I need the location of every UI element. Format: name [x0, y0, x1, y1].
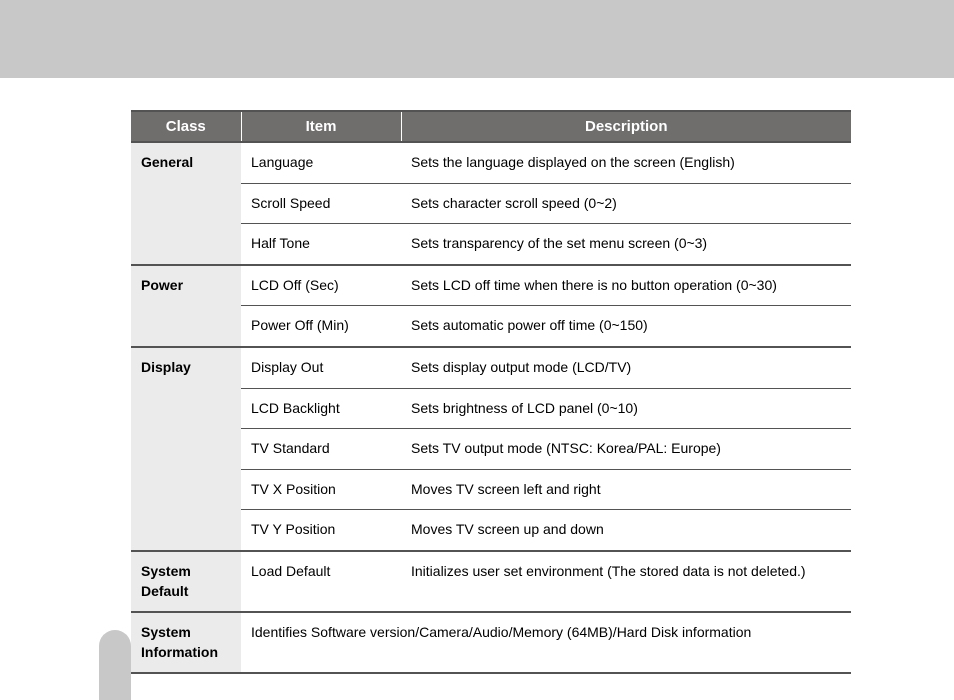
class-general: General [131, 142, 241, 265]
table-row: Display Display Out Sets display output … [131, 347, 851, 388]
item-cell: Load Default [241, 551, 401, 612]
desc-cell: Sets TV output mode (NTSC: Korea/PAL: Eu… [401, 429, 851, 470]
desc-cell: Moves TV screen left and right [401, 469, 851, 510]
settings-table-container: Class Item Description General Language … [131, 110, 851, 674]
item-cell: LCD Off (Sec) [241, 265, 401, 306]
desc-cell: Identifies Software version/Camera/Audio… [241, 612, 851, 673]
class-system-default: System Default [131, 551, 241, 612]
class-display: Display [131, 347, 241, 551]
side-tab [99, 630, 131, 700]
header-item: Item [241, 111, 401, 142]
item-cell: TV Y Position [241, 510, 401, 551]
header-class: Class [131, 111, 241, 142]
top-bar [0, 0, 954, 78]
desc-cell: Moves TV screen up and down [401, 510, 851, 551]
item-cell: TV Standard [241, 429, 401, 470]
desc-cell: Sets transparency of the set menu screen… [401, 224, 851, 265]
item-cell: Language [241, 142, 401, 183]
desc-cell: Sets automatic power off time (0~150) [401, 306, 851, 347]
desc-cell: Initializes user set environment (The st… [401, 551, 851, 612]
desc-cell: Sets LCD off time when there is no butto… [401, 265, 851, 306]
table-row: System Default Load Default Initializes … [131, 551, 851, 612]
table-row: System Information Identifies Software v… [131, 612, 851, 673]
table-row: Power LCD Off (Sec) Sets LCD off time wh… [131, 265, 851, 306]
settings-table: Class Item Description General Language … [131, 110, 851, 674]
desc-cell: Sets brightness of LCD panel (0~10) [401, 388, 851, 429]
class-power: Power [131, 265, 241, 347]
item-cell: Power Off (Min) [241, 306, 401, 347]
desc-cell: Sets the language displayed on the scree… [401, 142, 851, 183]
item-cell: Half Tone [241, 224, 401, 265]
item-cell: LCD Backlight [241, 388, 401, 429]
desc-cell: Sets character scroll speed (0~2) [401, 183, 851, 224]
desc-cell: Sets display output mode (LCD/TV) [401, 347, 851, 388]
table-header-row: Class Item Description [131, 111, 851, 142]
item-cell: Display Out [241, 347, 401, 388]
item-cell: Scroll Speed [241, 183, 401, 224]
table-row: General Language Sets the language displ… [131, 142, 851, 183]
class-system-information: System Information [131, 612, 241, 673]
header-description: Description [401, 111, 851, 142]
item-cell: TV X Position [241, 469, 401, 510]
